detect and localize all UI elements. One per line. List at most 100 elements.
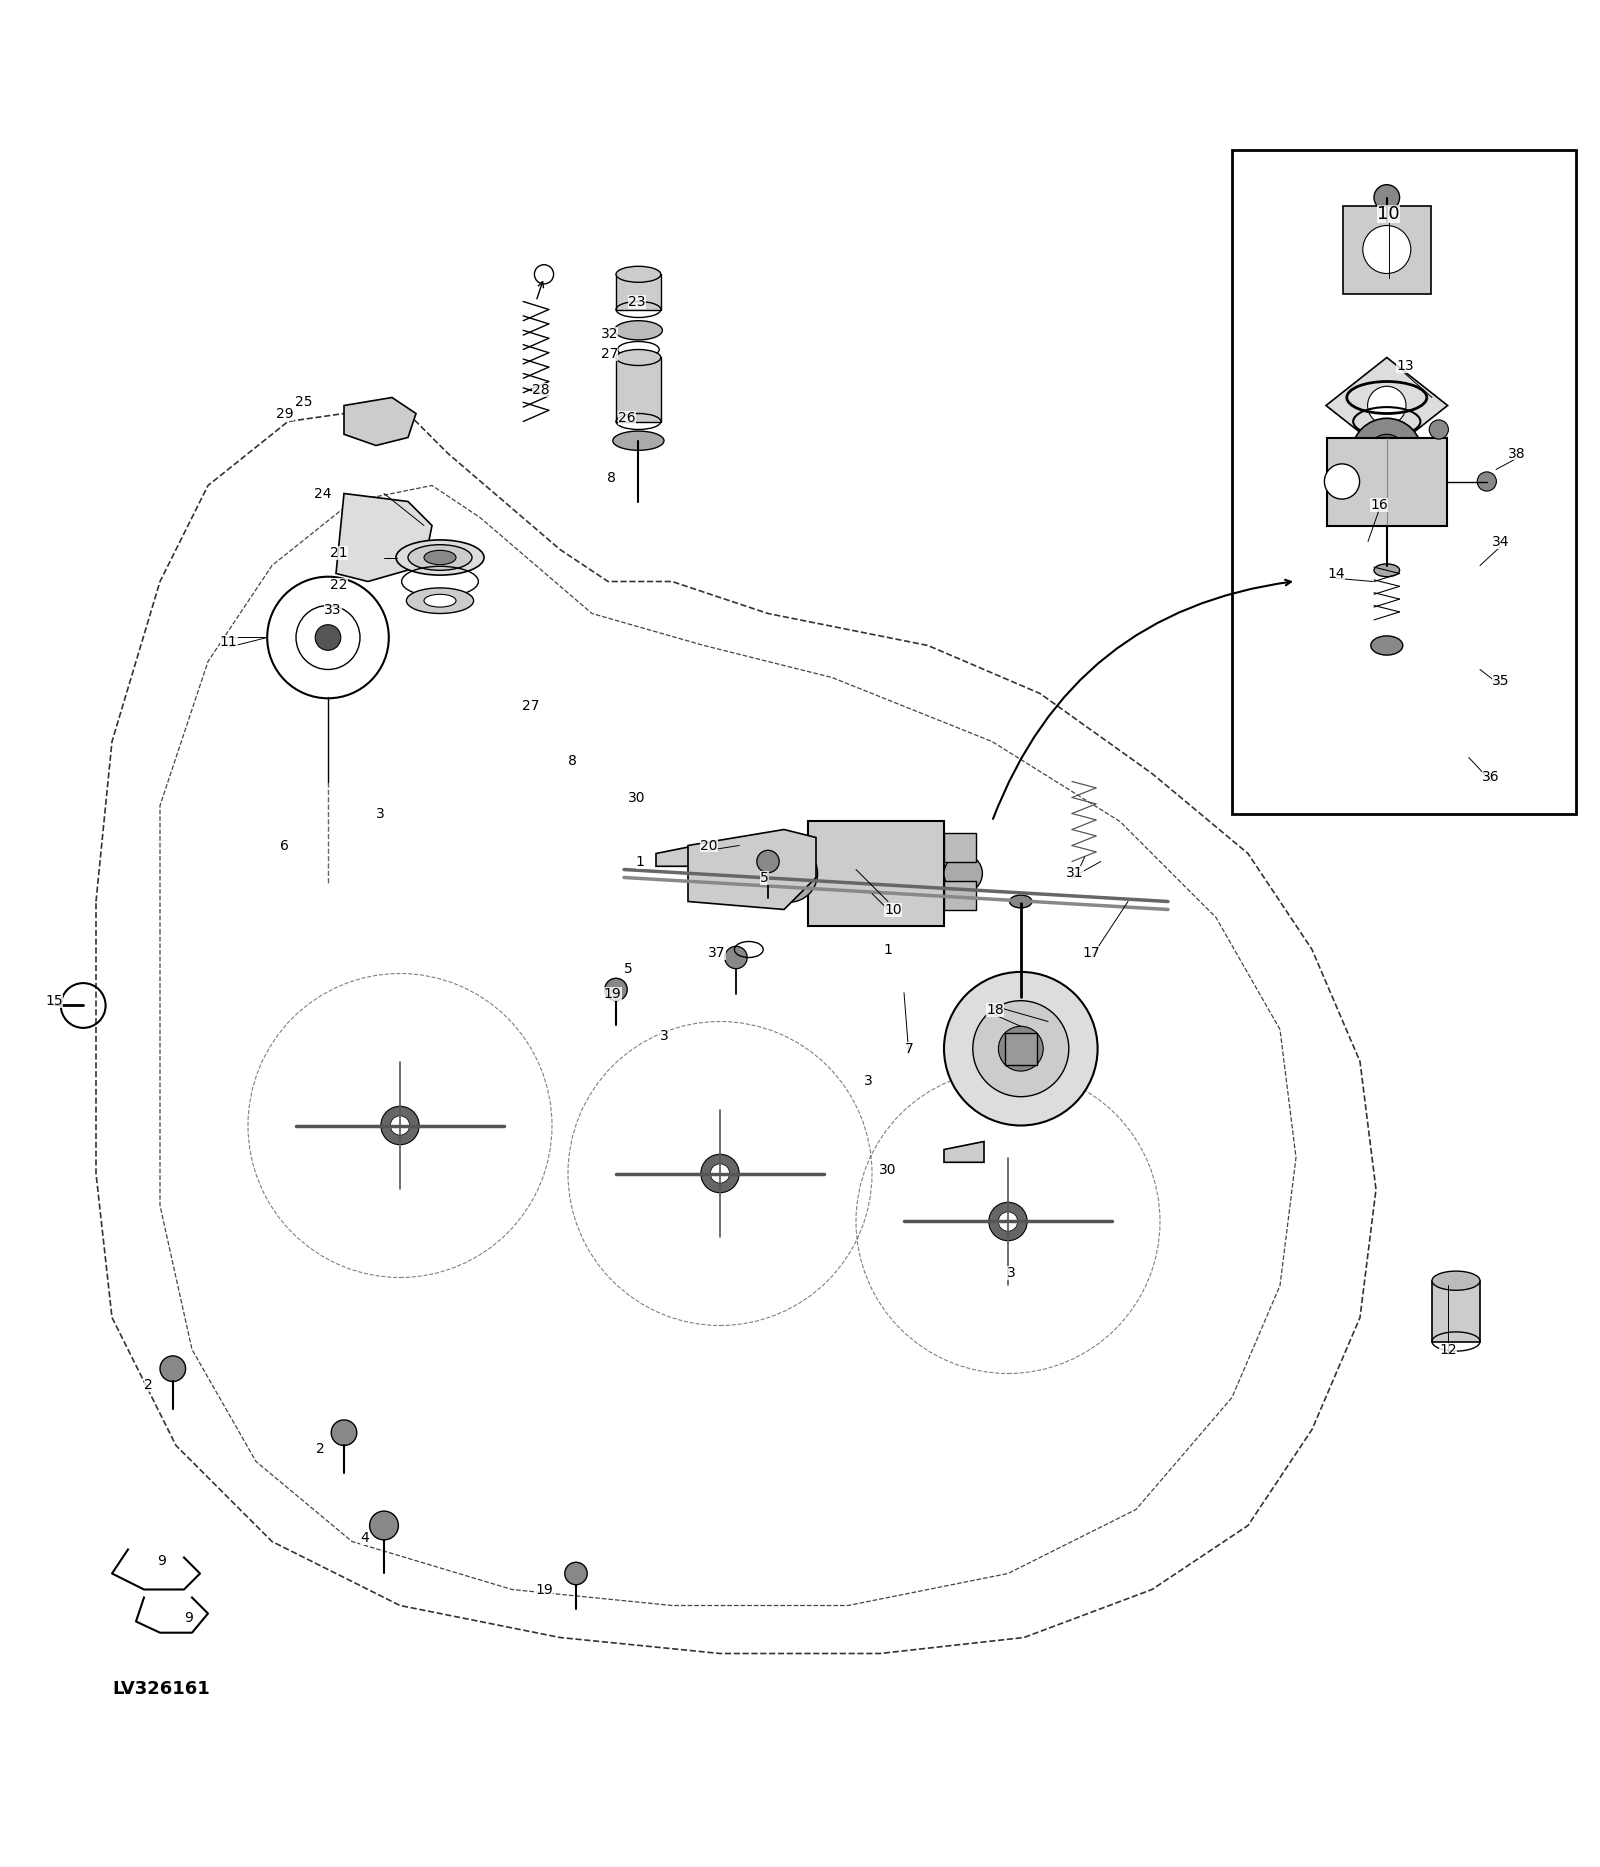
Text: 30: 30 <box>629 790 645 805</box>
Text: 7: 7 <box>904 1042 914 1055</box>
Text: 27: 27 <box>602 347 618 362</box>
Ellipse shape <box>1432 1271 1480 1290</box>
Circle shape <box>757 849 779 872</box>
Text: 24: 24 <box>315 487 331 500</box>
Text: 25: 25 <box>296 396 312 409</box>
Text: 16: 16 <box>1370 498 1389 512</box>
Ellipse shape <box>614 321 662 340</box>
Text: 10: 10 <box>1378 205 1400 222</box>
Ellipse shape <box>397 540 485 575</box>
Polygon shape <box>688 829 816 909</box>
Text: LV326161: LV326161 <box>112 1680 210 1699</box>
Text: 8: 8 <box>606 470 616 485</box>
Ellipse shape <box>616 349 661 366</box>
Bar <box>1342 205 1430 293</box>
Polygon shape <box>344 398 416 446</box>
Text: 3: 3 <box>864 1074 874 1088</box>
Text: 36: 36 <box>1482 769 1501 784</box>
Text: 19: 19 <box>534 1583 554 1596</box>
Text: 14: 14 <box>1326 566 1346 581</box>
Text: 33: 33 <box>325 603 341 618</box>
Text: 21: 21 <box>330 545 349 560</box>
Bar <box>1005 1032 1037 1064</box>
Circle shape <box>1477 472 1496 491</box>
Text: 17: 17 <box>1082 947 1101 960</box>
Polygon shape <box>656 846 696 866</box>
Text: 30: 30 <box>880 1163 896 1178</box>
Circle shape <box>1368 435 1406 472</box>
Ellipse shape <box>616 267 661 282</box>
Circle shape <box>1368 386 1406 424</box>
Text: 5: 5 <box>624 962 634 976</box>
Text: 37: 37 <box>709 947 725 960</box>
Ellipse shape <box>424 551 456 564</box>
Circle shape <box>1352 418 1422 489</box>
Bar <box>944 833 976 861</box>
Text: 11: 11 <box>219 635 238 650</box>
Text: 13: 13 <box>1395 358 1414 373</box>
Text: 2: 2 <box>144 1378 154 1391</box>
Bar <box>808 821 944 926</box>
Text: 20: 20 <box>701 838 717 853</box>
Circle shape <box>944 855 982 892</box>
Text: 5: 5 <box>760 870 770 885</box>
Bar <box>616 357 661 422</box>
Text: 9: 9 <box>157 1553 166 1568</box>
Circle shape <box>998 1212 1018 1230</box>
Polygon shape <box>1326 357 1448 454</box>
Circle shape <box>701 1154 739 1193</box>
Text: 3: 3 <box>1006 1266 1016 1279</box>
Text: 2: 2 <box>315 1441 325 1456</box>
Circle shape <box>760 844 818 902</box>
Text: 1: 1 <box>883 943 893 956</box>
Ellipse shape <box>1325 463 1360 498</box>
Text: 3: 3 <box>376 807 386 820</box>
Text: 9: 9 <box>184 1611 194 1626</box>
Circle shape <box>973 1001 1069 1096</box>
Text: 22: 22 <box>331 577 347 592</box>
Text: 8: 8 <box>568 754 578 767</box>
Text: 4: 4 <box>360 1531 370 1546</box>
Circle shape <box>725 947 747 969</box>
Circle shape <box>710 1163 730 1184</box>
Ellipse shape <box>406 588 474 614</box>
Ellipse shape <box>613 431 664 450</box>
Text: 15: 15 <box>45 993 64 1008</box>
Ellipse shape <box>1010 894 1032 907</box>
Text: 31: 31 <box>1066 866 1085 879</box>
Ellipse shape <box>408 545 472 569</box>
Circle shape <box>370 1510 398 1540</box>
Circle shape <box>381 1107 419 1144</box>
Circle shape <box>315 625 341 650</box>
Text: 29: 29 <box>275 407 294 420</box>
Text: 27: 27 <box>523 700 539 713</box>
Text: 6: 6 <box>280 838 290 853</box>
Polygon shape <box>336 493 432 581</box>
Text: 32: 32 <box>602 327 618 340</box>
Circle shape <box>565 1563 587 1585</box>
Circle shape <box>1374 185 1400 211</box>
Text: 38: 38 <box>1507 446 1526 461</box>
Circle shape <box>1363 226 1411 273</box>
Text: 10: 10 <box>883 902 902 917</box>
Ellipse shape <box>1371 637 1403 655</box>
Bar <box>616 274 661 310</box>
Text: 12: 12 <box>1438 1342 1458 1357</box>
Circle shape <box>1429 420 1448 439</box>
Circle shape <box>998 1027 1043 1072</box>
Text: 28: 28 <box>531 383 550 396</box>
Circle shape <box>989 1202 1027 1242</box>
Text: 26: 26 <box>618 411 637 426</box>
Ellipse shape <box>424 594 456 607</box>
Circle shape <box>390 1116 410 1135</box>
Bar <box>944 881 976 909</box>
Text: 23: 23 <box>629 295 645 308</box>
Circle shape <box>605 978 627 1001</box>
Text: 34: 34 <box>1493 534 1509 549</box>
Circle shape <box>331 1421 357 1445</box>
Text: 18: 18 <box>986 1003 1005 1018</box>
Bar <box>1326 437 1446 525</box>
Circle shape <box>944 973 1098 1126</box>
Text: 35: 35 <box>1493 674 1509 687</box>
Text: 19: 19 <box>603 988 622 1001</box>
